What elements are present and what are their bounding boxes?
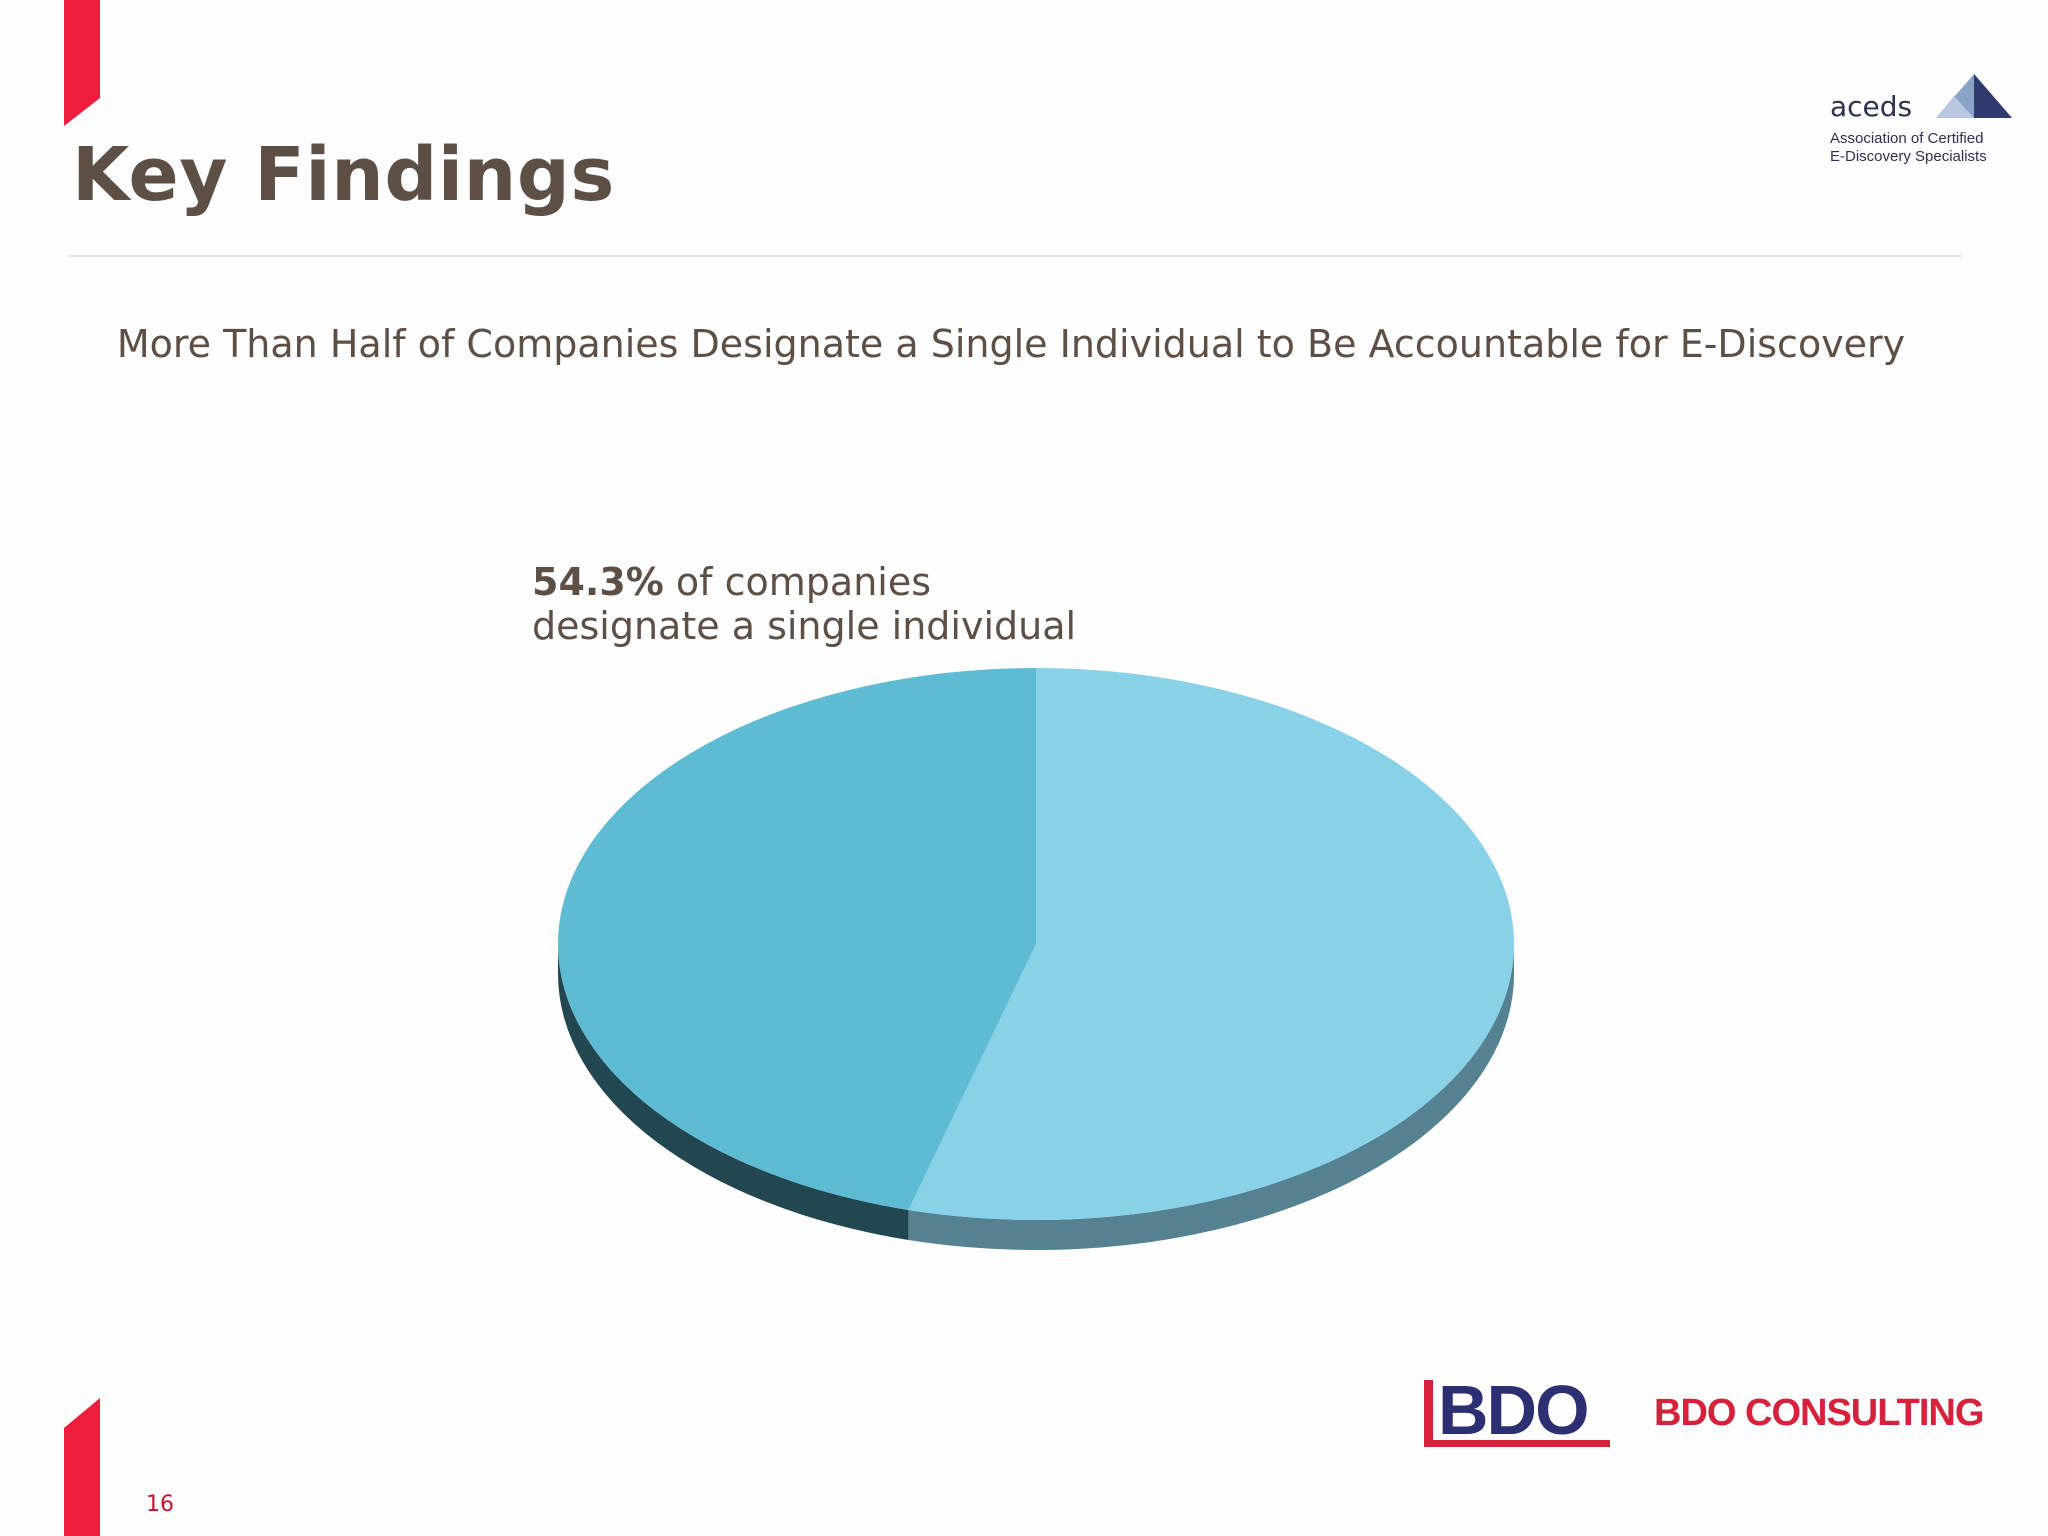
bdo-logo: BDO <box>1424 1370 1614 1452</box>
pie-slice-side-1 <box>558 944 909 1240</box>
bottom-red-accent <box>64 1398 100 1536</box>
title-divider <box>68 255 1962 257</box>
pie-slice-0 <box>908 668 1515 1221</box>
annotation-value: 54.3% <box>532 560 664 604</box>
chart-annotation: 54.3% of companies designate a single in… <box>532 560 1076 648</box>
annotation-text-line-1: of companies <box>663 560 932 604</box>
page-number: 16 <box>146 1492 174 1517</box>
top-red-accent <box>64 0 100 126</box>
aceds-logo: aceds Association of Certified E-Discove… <box>1820 66 2020 176</box>
aceds-wordmark: aceds <box>1830 90 1913 123</box>
pie-slice-1 <box>558 668 1036 1210</box>
chart-title: More Than Half of Companies Designate a … <box>116 322 1906 366</box>
annotation-text-line-2: designate a single individual <box>532 604 1077 648</box>
aceds-diamond-icon <box>1936 74 2012 118</box>
aceds-tagline: Association of Certified E-Discovery Spe… <box>1830 130 1987 165</box>
page-title: Key Findings <box>72 132 615 218</box>
pie-slice-side-0 <box>908 944 1514 1251</box>
bdo-consulting-logo: BDO CONSULTING <box>1654 1392 1984 1434</box>
